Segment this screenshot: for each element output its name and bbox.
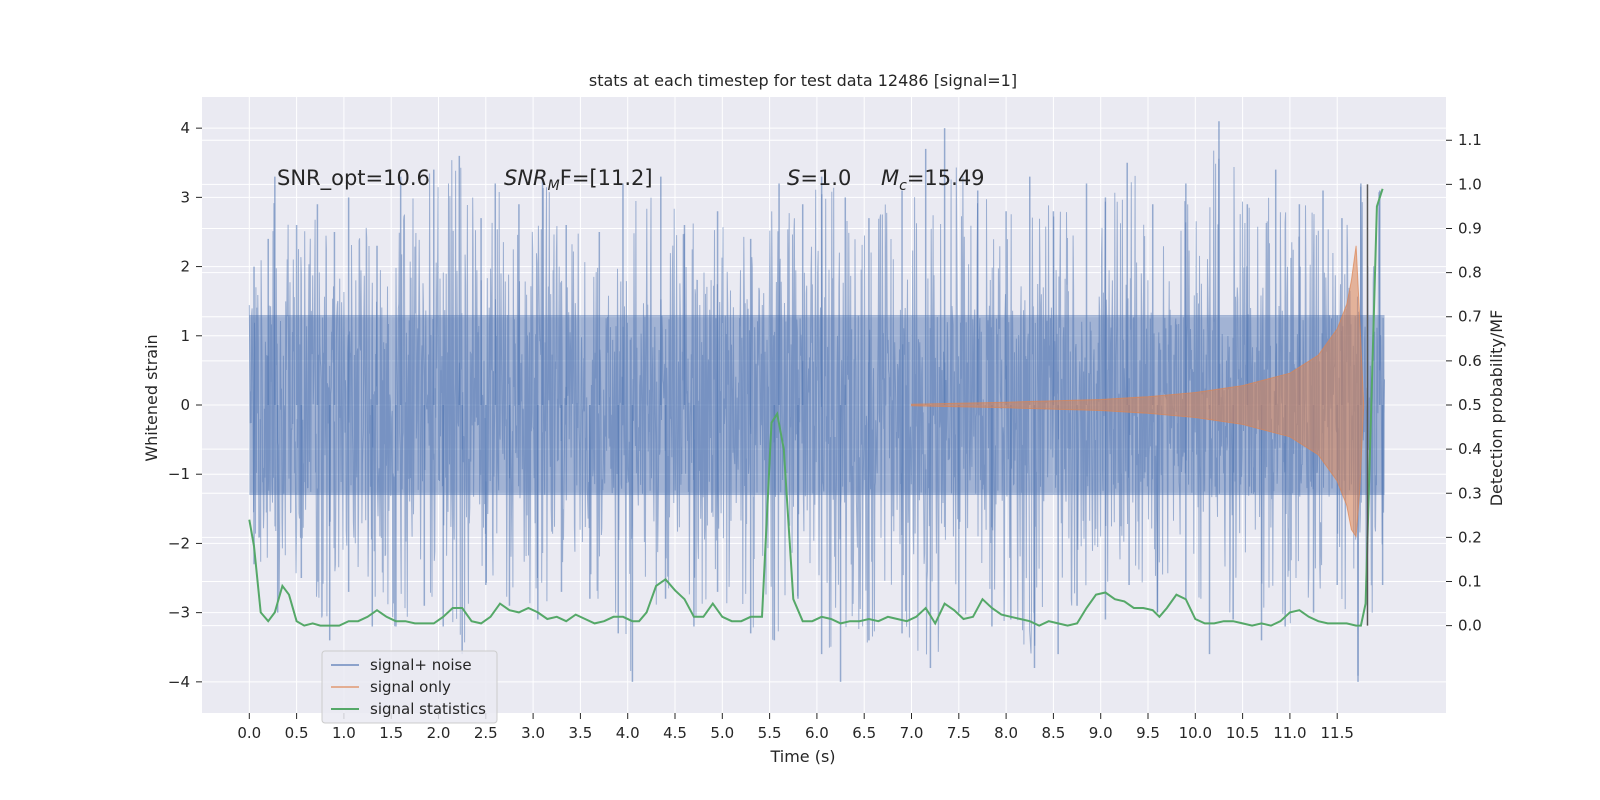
y-tick-label: −1	[168, 465, 190, 483]
x-axis-ticks: 0.0 0.5 1.0 1.5 2.0 2.5 3.0 3.5 4.0 4.5 5.0 5.5 6.0 6…	[237, 713, 1354, 742]
y-tick-label: 4	[180, 119, 190, 137]
y2-tick-label: 0.9	[1458, 219, 1482, 237]
legend-box	[321, 650, 498, 724]
y2-tick-label: 0.6	[1458, 352, 1482, 370]
y2-tick-label: 0.0	[1458, 617, 1482, 635]
annotation-mc-val: =15.49	[907, 166, 985, 190]
y2-tick-label: 0.2	[1458, 528, 1482, 546]
x-tick-label: 9.0	[1089, 724, 1113, 742]
annotation-s-val: =1.0	[800, 166, 851, 190]
y2-tick-label: 1.1	[1458, 131, 1482, 149]
y-axis-label: Whitened strain	[142, 334, 161, 461]
signal-only-trace	[911, 245, 1365, 538]
y2-axis-ticks: 0.0 0.1 0.2 0.3 0.4 0.5 0.6 0.7 0.8 0.9 1.0 1.1	[1446, 131, 1482, 635]
annotation-mc-var: M	[881, 166, 899, 190]
chart-title: stats at each timestep for test data 124…	[589, 71, 1017, 90]
x-tick-label: 5.5	[758, 724, 782, 742]
x-tick-label: 3.5	[568, 724, 592, 742]
y2-tick-label: 0.4	[1458, 440, 1482, 458]
x-tick-label: 7.0	[900, 724, 924, 742]
y2-tick-label: 0.7	[1458, 308, 1482, 326]
y-tick-label: −3	[168, 604, 190, 622]
annotation-mc: Mc=15.49	[881, 166, 985, 194]
legend-label-signal-only: signal only	[370, 678, 451, 696]
x-tick-label: 3.0	[521, 724, 545, 742]
annotation-s: S=1.0	[787, 166, 851, 190]
x-tick-label: 11.0	[1273, 724, 1306, 742]
x-tick-label: 2.5	[474, 724, 498, 742]
x-tick-label: 7.5	[947, 724, 971, 742]
y-tick-label: 2	[180, 258, 190, 276]
x-tick-label: 0.0	[237, 724, 261, 742]
annotation-snr-opt: SNR_opt=10.6	[277, 166, 430, 191]
x-tick-label: 10.0	[1179, 724, 1212, 742]
annotation-snr-mf-sub: M	[548, 178, 560, 194]
x-tick-label: 0.5	[285, 724, 309, 742]
y2-tick-label: 0.1	[1458, 573, 1482, 591]
x-tick-label: 1.0	[332, 724, 356, 742]
signal-noise-line	[248, 150, 1385, 676]
y-tick-label: 3	[180, 188, 190, 206]
x-tick-label: 8.0	[994, 724, 1018, 742]
y2-tick-label: 0.8	[1458, 264, 1482, 282]
x-tick-label: 6.5	[852, 724, 876, 742]
y-tick-label: −4	[168, 673, 190, 691]
y-tick-label: 0	[180, 396, 190, 414]
signal-statistics-trace	[248, 184, 1384, 627]
x-tick-label: 4.0	[616, 724, 640, 742]
x-tick-label: 5.0	[710, 724, 734, 742]
x-tick-label: 2.0	[427, 724, 451, 742]
y2-tick-label: 1.0	[1458, 175, 1482, 193]
annotation-snr-mf-base: SNR	[504, 166, 548, 190]
x-tick-label: 8.5	[1041, 724, 1065, 742]
x-axis-label: Time (s)	[769, 747, 835, 766]
annotation-snr-mf-tail: F=[11.2]	[560, 166, 653, 190]
signal-only-envelope	[911, 245, 1365, 538]
x-tick-label: 4.5	[663, 724, 687, 742]
annotation-mc-sub: c	[899, 178, 907, 194]
signal-statistics-line	[248, 188, 1384, 627]
y2-axis-label: Detection probability/MF	[1487, 310, 1506, 507]
x-tick-label: 6.0	[805, 724, 829, 742]
x-tick-label: 1.5	[379, 724, 403, 742]
y-tick-label: −2	[168, 534, 190, 552]
annotation-s-var: S	[787, 166, 800, 190]
y-tick-label: 1	[180, 327, 190, 345]
legend-label-signal-statistics: signal statistics	[370, 700, 486, 718]
legend-label-signal-noise: signal+ noise	[370, 656, 472, 674]
x-tick-label: 10.5	[1226, 724, 1259, 742]
annotation-snr-mf: SNRMF=[11.2]	[504, 166, 653, 194]
legend: signal+ noise signal only signal statist…	[321, 650, 498, 724]
y-axis-ticks: −4 −3 −2 −1 0 1 2 3 4	[168, 119, 202, 691]
y2-tick-label: 0.3	[1458, 484, 1482, 502]
x-tick-label: 9.5	[1136, 724, 1160, 742]
x-tick-label: 11.5	[1321, 724, 1354, 742]
y2-tick-label: 0.5	[1458, 396, 1482, 414]
